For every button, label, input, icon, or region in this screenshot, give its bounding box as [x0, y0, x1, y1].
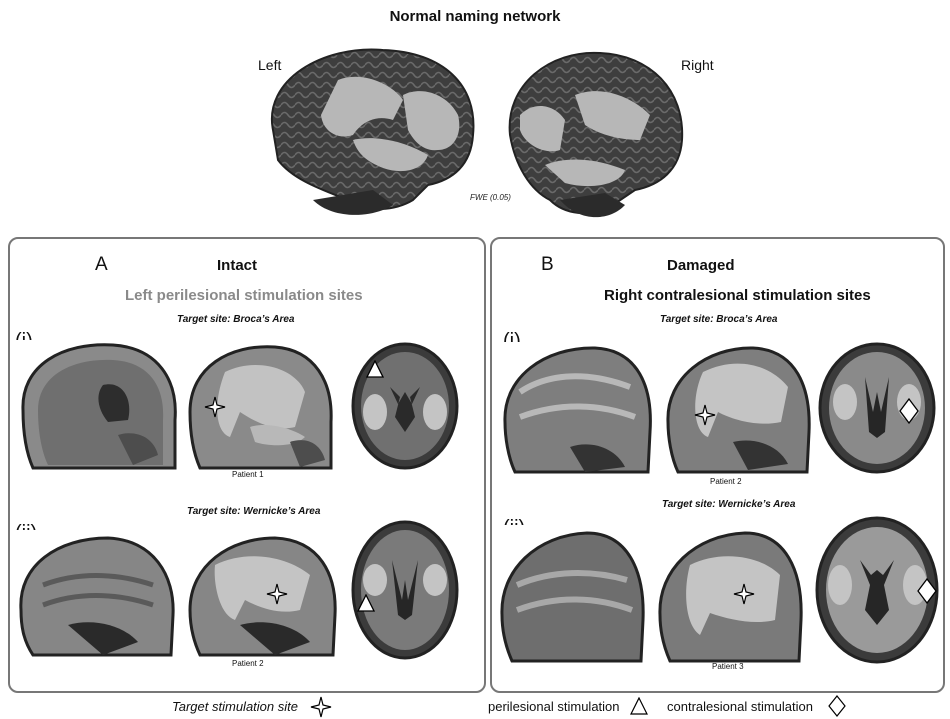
- panel-b-row2-overlay-scan: [655, 525, 805, 663]
- panel-b-row1-sagittal-scan: [500, 342, 655, 474]
- right-hemisphere-label: Right: [681, 57, 714, 73]
- panel-b-row2-target: Target site: Wernicke’s Area: [662, 499, 796, 510]
- panel-b-row2-sagittal-scan: [497, 525, 647, 663]
- panel-a-row2-patient: Patient 2: [232, 659, 264, 668]
- panel-b-row2-axial-scan: [815, 516, 939, 664]
- panel-a-row1-overlay-scan: [185, 342, 335, 470]
- perilesional-triangle-icon: [357, 594, 375, 612]
- contralesional-diamond-icon: [917, 578, 937, 604]
- left-hemisphere-image: [270, 48, 475, 215]
- panel-a-subtitle: Left perilesional stimulation sites: [125, 287, 363, 304]
- target-star-icon: [204, 396, 226, 418]
- target-star-icon: [266, 583, 288, 605]
- legend-diamond-icon: [828, 695, 846, 717]
- legend-target-star-icon: [310, 696, 332, 718]
- figure-title: Normal naming network: [389, 8, 561, 25]
- panel-b-letter: B: [541, 254, 554, 275]
- panel-a-row2-overlay-scan: [185, 530, 340, 658]
- panel-b-row1-axial-scan: [818, 342, 936, 474]
- left-hemisphere-label: Left: [258, 57, 282, 73]
- panel-b: [490, 237, 945, 693]
- panel-a-row1-patient: Patient 1: [232, 470, 264, 479]
- threshold-label: FWE (0.05): [470, 193, 511, 202]
- perilesional-triangle-icon: [366, 360, 384, 378]
- panel-a-row1-sagittal-scan: [13, 340, 178, 470]
- panel-b-row1-target: Target site: Broca’s Area: [660, 314, 778, 325]
- legend-perilesional-label: perilesional stimulation: [488, 699, 620, 714]
- panel-b-row1-patient: Patient 2: [710, 477, 742, 486]
- legend-target-site-text: Target stimulation site: [172, 699, 298, 714]
- target-star-icon: [733, 583, 755, 605]
- panel-b-heading: Damaged: [667, 257, 735, 274]
- legend-triangle-icon: [630, 697, 648, 715]
- panel-a-row2-target: Target site: Wernicke’s Area: [187, 506, 321, 517]
- panel-a-row2-sagittal-scan: [13, 530, 178, 658]
- panel-a: [8, 237, 486, 693]
- panel-a-row1-target: Target site: Broca’s Area: [177, 314, 295, 325]
- panel-a-letter: A: [95, 254, 108, 275]
- contralesional-diamond-icon: [899, 398, 919, 424]
- right-hemisphere-image: [508, 51, 684, 218]
- panel-b-row1-overlay-scan: [663, 342, 813, 474]
- target-star-icon: [694, 404, 716, 426]
- panel-b-row2-patient: Patient 3: [712, 662, 744, 671]
- panel-a-heading: Intact: [217, 257, 258, 274]
- legend-contralesional-label: contralesional stimulation: [667, 699, 813, 714]
- panel-a-row2-axial-scan: [351, 520, 459, 660]
- panel-b-subtitle: Right contralesional stimulation sites: [604, 287, 871, 304]
- legend-target-site-label: Target stimulation site: [172, 699, 298, 714]
